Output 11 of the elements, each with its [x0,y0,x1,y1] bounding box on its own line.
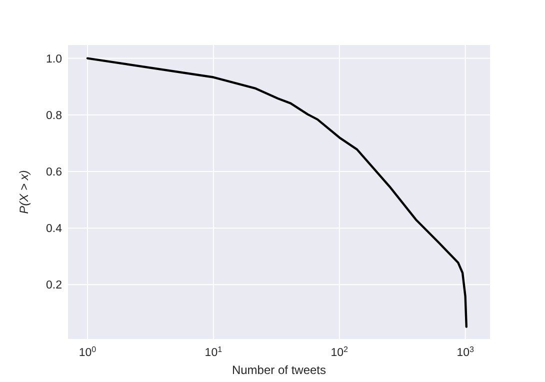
y-tick-label: 0.6 [46,166,62,178]
x-tick-label: 10$^{1}$ [204,344,223,359]
y-tick-label: 0.2 [46,280,62,292]
x-tick-label: 10$^{0}$ [78,344,97,359]
y-tick-label: 0.4 [46,223,63,236]
x-tick-label: 10$^{2}$ [330,344,349,359]
x-axis-title: Number of tweets [232,363,326,377]
x-tick-label: 10$^{3}$ [456,344,474,359]
y-axis-title: P(X > x) [17,170,31,214]
y-tick-label: 1.0 [46,53,62,66]
y-tick-label: 0.8 [46,110,62,122]
